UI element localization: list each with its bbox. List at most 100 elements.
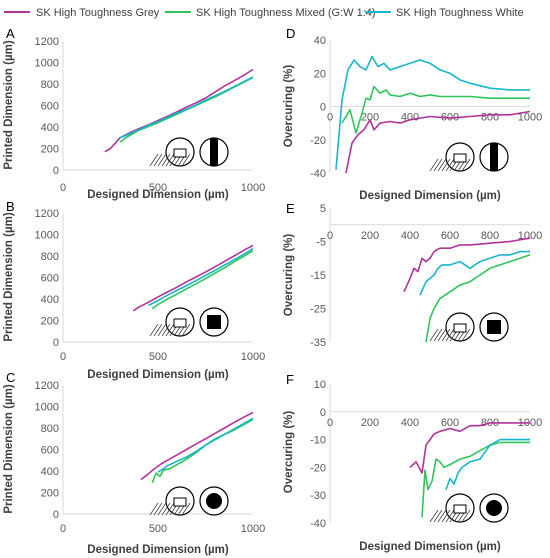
x-tick-label: 800	[481, 112, 499, 124]
y-tick-label: 5	[320, 203, 326, 215]
dot-icon	[486, 500, 502, 516]
specimen-icon-pair	[429, 142, 509, 172]
hatch-line	[433, 328, 443, 342]
specimen-icon-pair	[149, 307, 229, 337]
hatch-line	[149, 153, 159, 167]
x-axis-title: Designed Dimension (µm)	[87, 544, 229, 556]
hatch-line	[437, 328, 447, 342]
panel-a: A 0 200 400 600 800 1000 1200 0 500 1000 Designed D…	[3, 26, 265, 201]
hatch-line	[437, 158, 447, 172]
x-tick-label: 1000	[241, 523, 265, 535]
y-tick-label: 400	[41, 122, 59, 134]
series-line	[140, 411, 254, 481]
notch-icon	[173, 148, 187, 158]
y-tick-label: 1000	[35, 402, 59, 414]
x-tick-label: 0	[327, 417, 333, 429]
series-line	[151, 249, 254, 310]
panel-c: C 0 200 400 600 800 1000 1200 0 500 1000 Designed D…	[3, 370, 265, 556]
y-tick-label: -5	[316, 237, 326, 249]
x-tick-label: 500	[149, 351, 167, 363]
panel-label: A	[6, 26, 15, 41]
y-tick-label: 200	[41, 144, 59, 156]
x-tick-label: 0	[60, 182, 66, 194]
y-tick-label: -25	[310, 304, 326, 316]
y-tick-label: 0	[53, 509, 59, 521]
notch-icon	[173, 497, 187, 507]
y-tick-label: -20	[310, 135, 326, 147]
x-axis-title: Designed Dimension (µm)	[359, 190, 501, 202]
dot-icon	[206, 493, 222, 509]
x-tick-label: 1000	[241, 182, 265, 194]
square-icon	[487, 320, 501, 334]
notch-icon	[453, 323, 467, 333]
hatch-line	[445, 509, 455, 523]
legend-label: SK High Toughness Grey	[36, 7, 160, 19]
panel-label: C	[6, 370, 15, 385]
x-tick-label: 200	[361, 112, 379, 124]
y-tick-label: -10	[310, 435, 326, 447]
x-axis-title: Designed Dimension (µm)	[87, 369, 229, 381]
x-tick-label: 200	[361, 230, 379, 242]
series-line	[425, 254, 531, 343]
slot-icon	[490, 143, 498, 171]
series-line	[104, 68, 254, 153]
panel-e: E-35-25-15-550 200 400 600 800 1000Overcuring…	[283, 201, 542, 349]
panel-b: B 0 200 400 600 800 1000 1200 0 500 1000 Designed D…	[3, 199, 265, 381]
y-tick-label: 400	[41, 466, 59, 478]
hatch-line	[161, 502, 171, 516]
x-axis-title: Designed Dimension (µm)	[359, 541, 501, 553]
x-tick-label: 0	[327, 112, 333, 124]
x-tick-label: 600	[441, 230, 459, 242]
y-tick-label: 1200	[35, 208, 59, 220]
series-line	[335, 55, 530, 170]
notch-icon	[173, 318, 187, 328]
slot-icon	[210, 138, 218, 166]
hatch-line	[165, 502, 175, 516]
hatch-line	[441, 328, 451, 342]
hatched-region-icon	[149, 153, 191, 167]
panel-label: F	[286, 372, 294, 387]
panel-label: E	[286, 201, 295, 216]
x-tick-label: 200	[361, 417, 379, 429]
y-axis-title: Overcuring (%)	[283, 65, 295, 148]
y-tick-label: 800	[41, 79, 59, 91]
y-tick-label: 600	[41, 273, 59, 285]
hatch-line	[149, 323, 159, 337]
y-tick-label: -20	[310, 462, 326, 474]
hatch-line	[157, 153, 167, 167]
notch-icon	[453, 504, 467, 514]
hatch-line	[433, 158, 443, 172]
series-line	[157, 417, 254, 473]
hatch-line	[461, 158, 471, 172]
y-tick-label: -15	[310, 270, 326, 282]
hatch-line	[165, 153, 175, 167]
x-tick-label: 1000	[241, 351, 265, 363]
y-axis-title: Overcuring (%)	[283, 234, 295, 317]
hatch-line	[181, 153, 191, 167]
x-tick-label: 1000	[518, 112, 542, 124]
panel-label: D	[286, 26, 295, 41]
x-tick-label: 600	[441, 417, 459, 429]
y-tick-label: 20	[314, 68, 326, 80]
y-tick-label: 10	[314, 379, 326, 391]
hatch-line	[429, 509, 439, 523]
series-line	[409, 422, 530, 474]
hatch-line	[181, 323, 191, 337]
y-tick-label: -40	[310, 168, 326, 180]
series-line	[421, 441, 530, 518]
series-line	[132, 244, 254, 312]
y-axis-title: Printed Dimension (µm)	[3, 40, 15, 169]
hatch-line	[445, 328, 455, 342]
notch-icon	[453, 153, 467, 163]
y-tick-label: 1200	[35, 36, 59, 48]
y-tick-label: 40	[314, 35, 326, 47]
hatch-line	[461, 328, 471, 342]
hatch-line	[161, 323, 171, 337]
hatch-line	[429, 328, 439, 342]
hatch-line	[461, 509, 471, 523]
hatch-line	[153, 502, 163, 516]
series-line	[151, 418, 254, 484]
